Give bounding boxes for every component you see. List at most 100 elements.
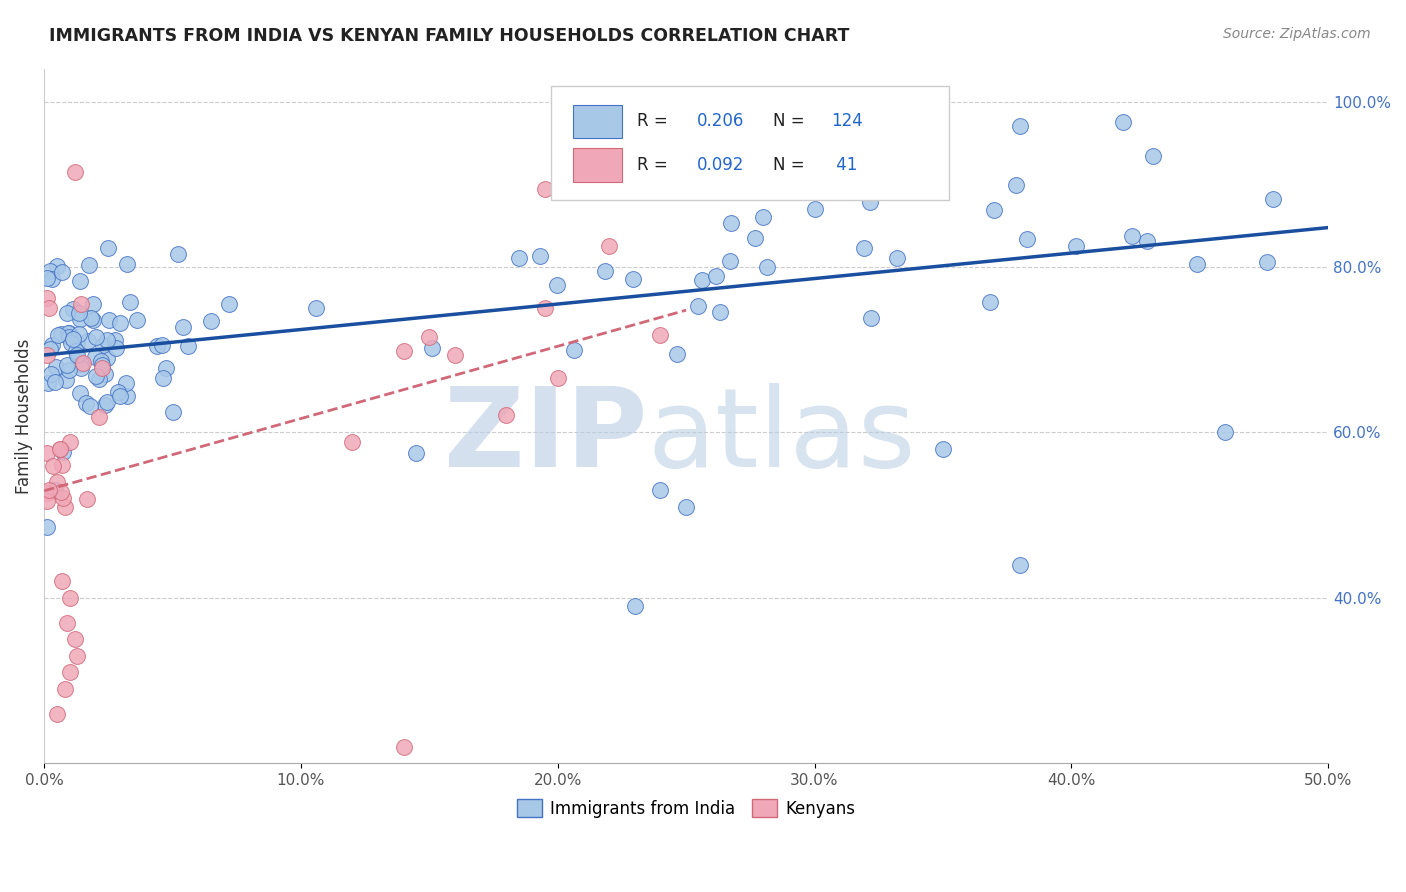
Point xyxy=(803,202,825,216)
Text: 0.206: 0.206 xyxy=(696,112,744,130)
Point xyxy=(921,108,943,122)
Point xyxy=(69,312,91,326)
Y-axis label: Family Households: Family Households xyxy=(15,338,32,493)
Point xyxy=(860,311,883,326)
Point xyxy=(76,396,98,410)
Point xyxy=(107,385,129,400)
Point xyxy=(880,103,903,117)
Point xyxy=(718,254,741,268)
FancyBboxPatch shape xyxy=(551,86,949,201)
Point xyxy=(42,458,65,473)
Point xyxy=(720,216,742,230)
Point xyxy=(675,500,697,514)
Point xyxy=(218,297,240,311)
Point xyxy=(1142,148,1164,162)
Point xyxy=(87,409,110,424)
Point xyxy=(56,615,79,630)
Point xyxy=(56,358,79,372)
Point xyxy=(704,269,727,284)
Point xyxy=(51,458,73,473)
Point xyxy=(1256,255,1278,269)
Point xyxy=(1004,178,1026,193)
Legend: Immigrants from India, Kenyans: Immigrants from India, Kenyans xyxy=(510,793,862,824)
Point xyxy=(1136,234,1159,248)
Point xyxy=(623,272,645,286)
Point xyxy=(58,326,80,340)
Text: N =: N = xyxy=(773,112,810,130)
Point xyxy=(152,370,174,384)
Point xyxy=(86,369,108,384)
Point xyxy=(1215,425,1237,440)
Point xyxy=(84,330,107,344)
Point xyxy=(859,194,882,209)
Point xyxy=(93,337,115,351)
Point xyxy=(546,277,568,292)
Point xyxy=(508,252,530,266)
Point xyxy=(46,328,69,343)
Point xyxy=(51,574,73,589)
Point xyxy=(90,354,112,368)
Point xyxy=(979,295,1001,310)
Point xyxy=(1064,239,1087,253)
Text: IMMIGRANTS FROM INDIA VS KENYAN FAMILY HOUSEHOLDS CORRELATION CHART: IMMIGRANTS FROM INDIA VS KENYAN FAMILY H… xyxy=(49,27,849,45)
Point xyxy=(110,389,132,403)
Point xyxy=(495,408,517,422)
Point xyxy=(76,491,98,506)
Point xyxy=(58,330,80,344)
Point xyxy=(48,442,70,456)
Point xyxy=(44,375,66,389)
Point xyxy=(77,258,100,272)
Point xyxy=(39,367,62,381)
Point xyxy=(908,177,931,191)
Point xyxy=(46,475,69,489)
Point xyxy=(70,297,93,311)
Point xyxy=(598,239,620,253)
Point xyxy=(69,386,91,401)
Point xyxy=(853,241,876,255)
Point xyxy=(96,394,118,409)
Point xyxy=(35,271,58,285)
Point xyxy=(983,203,1005,218)
Point xyxy=(49,327,72,342)
Point xyxy=(200,313,222,327)
Point xyxy=(83,351,105,365)
Point xyxy=(55,373,77,387)
Point xyxy=(623,599,645,613)
Point xyxy=(63,632,86,646)
Point xyxy=(108,316,131,330)
Point xyxy=(53,681,76,696)
Point xyxy=(56,306,79,320)
Point xyxy=(305,301,328,315)
Point xyxy=(1185,257,1208,271)
Point xyxy=(59,435,82,450)
Point xyxy=(529,248,551,262)
Point xyxy=(152,337,174,351)
Point xyxy=(155,360,177,375)
Point xyxy=(69,360,91,375)
Point xyxy=(1015,232,1038,246)
Point xyxy=(666,347,689,361)
Point xyxy=(53,500,76,514)
Point xyxy=(125,312,148,326)
Point xyxy=(104,333,127,347)
Point xyxy=(38,342,60,356)
Point xyxy=(886,251,908,265)
Point xyxy=(145,339,167,353)
Point xyxy=(534,301,557,316)
Point xyxy=(70,357,93,371)
Point xyxy=(37,376,59,390)
Point xyxy=(72,356,94,370)
Point xyxy=(744,231,766,245)
Text: 41: 41 xyxy=(831,156,858,174)
Point xyxy=(405,446,427,460)
Point xyxy=(1008,558,1031,572)
Point xyxy=(562,343,585,357)
Point xyxy=(547,371,569,385)
Text: 124: 124 xyxy=(831,112,863,130)
Point xyxy=(172,320,194,334)
Point xyxy=(534,182,557,196)
Point xyxy=(1112,115,1135,129)
Point xyxy=(39,264,62,278)
FancyBboxPatch shape xyxy=(574,104,621,138)
Point xyxy=(162,405,184,419)
